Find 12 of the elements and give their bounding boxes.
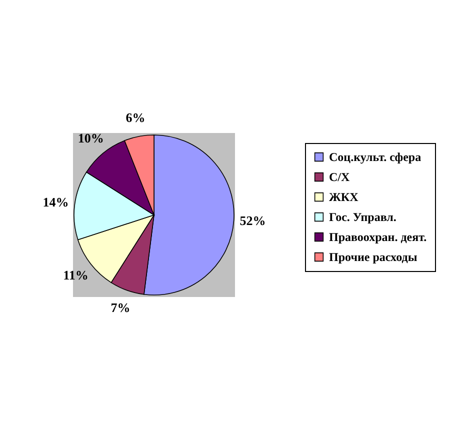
data-label: 10% [78,130,104,146]
legend-label: Прочие расходы [329,250,418,264]
data-label: 14% [42,194,69,210]
data-label: 6% [126,110,146,125]
legend-label: Гос. Управл. [329,210,396,224]
legend-label: Соц.культ. сфера [329,150,422,164]
data-label: 52% [240,213,266,228]
legend-label: С/Х [329,170,350,184]
data-label: 11% [63,268,88,283]
data-label: 7% [110,300,130,316]
legend-label: Правоохран. деят. [329,230,427,244]
legend-label: ЖКХ [329,190,359,204]
